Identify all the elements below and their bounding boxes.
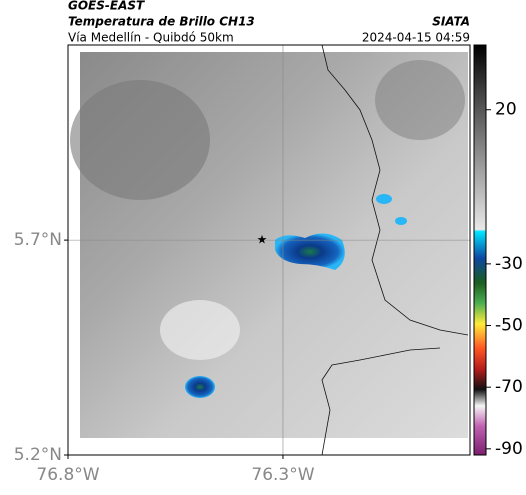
- border: [321, 44, 469, 336]
- colorbar-tick-label: -90: [495, 439, 523, 459]
- cold-cloud: [376, 194, 392, 204]
- cold-cloud: [185, 376, 215, 398]
- x-tick-label: 76.8°W: [36, 465, 99, 485]
- colorbar-tick-label: -70: [495, 377, 523, 397]
- cold-cloud: [395, 217, 407, 225]
- colorbar-tick-label: -50: [495, 316, 523, 336]
- x-tick-label: 76.3°W: [251, 465, 314, 485]
- map-frame: [67, 44, 471, 456]
- cloud-shade: [70, 80, 210, 200]
- y-tick-label: 5.7°N: [14, 230, 62, 250]
- subtitle: Vía Medellín - Quibdó 50km: [68, 31, 234, 45]
- colorbar-tick-label: 20: [495, 100, 517, 120]
- source: GOES-EAST: [68, 0, 145, 13]
- timestamp: 2024-04-15 04:59: [362, 31, 470, 45]
- colorbar-tick-label: -30: [495, 254, 523, 274]
- location-marker: ★: [257, 233, 268, 247]
- colorbar: [473, 44, 487, 456]
- border: [321, 347, 441, 456]
- y-tick-label: 5.2°N: [14, 445, 62, 465]
- cloud-shade: [160, 300, 240, 360]
- title: Temperatura de Brillo CH13: [68, 15, 255, 29]
- cold-cloud: [275, 233, 345, 270]
- ticks: 76.8°W 76.3°W 5.2°N 5.7°N 20 -30 -50 -70 -90: [14, 100, 523, 485]
- org: SIATA: [432, 15, 470, 29]
- cloud-shade: [375, 60, 465, 140]
